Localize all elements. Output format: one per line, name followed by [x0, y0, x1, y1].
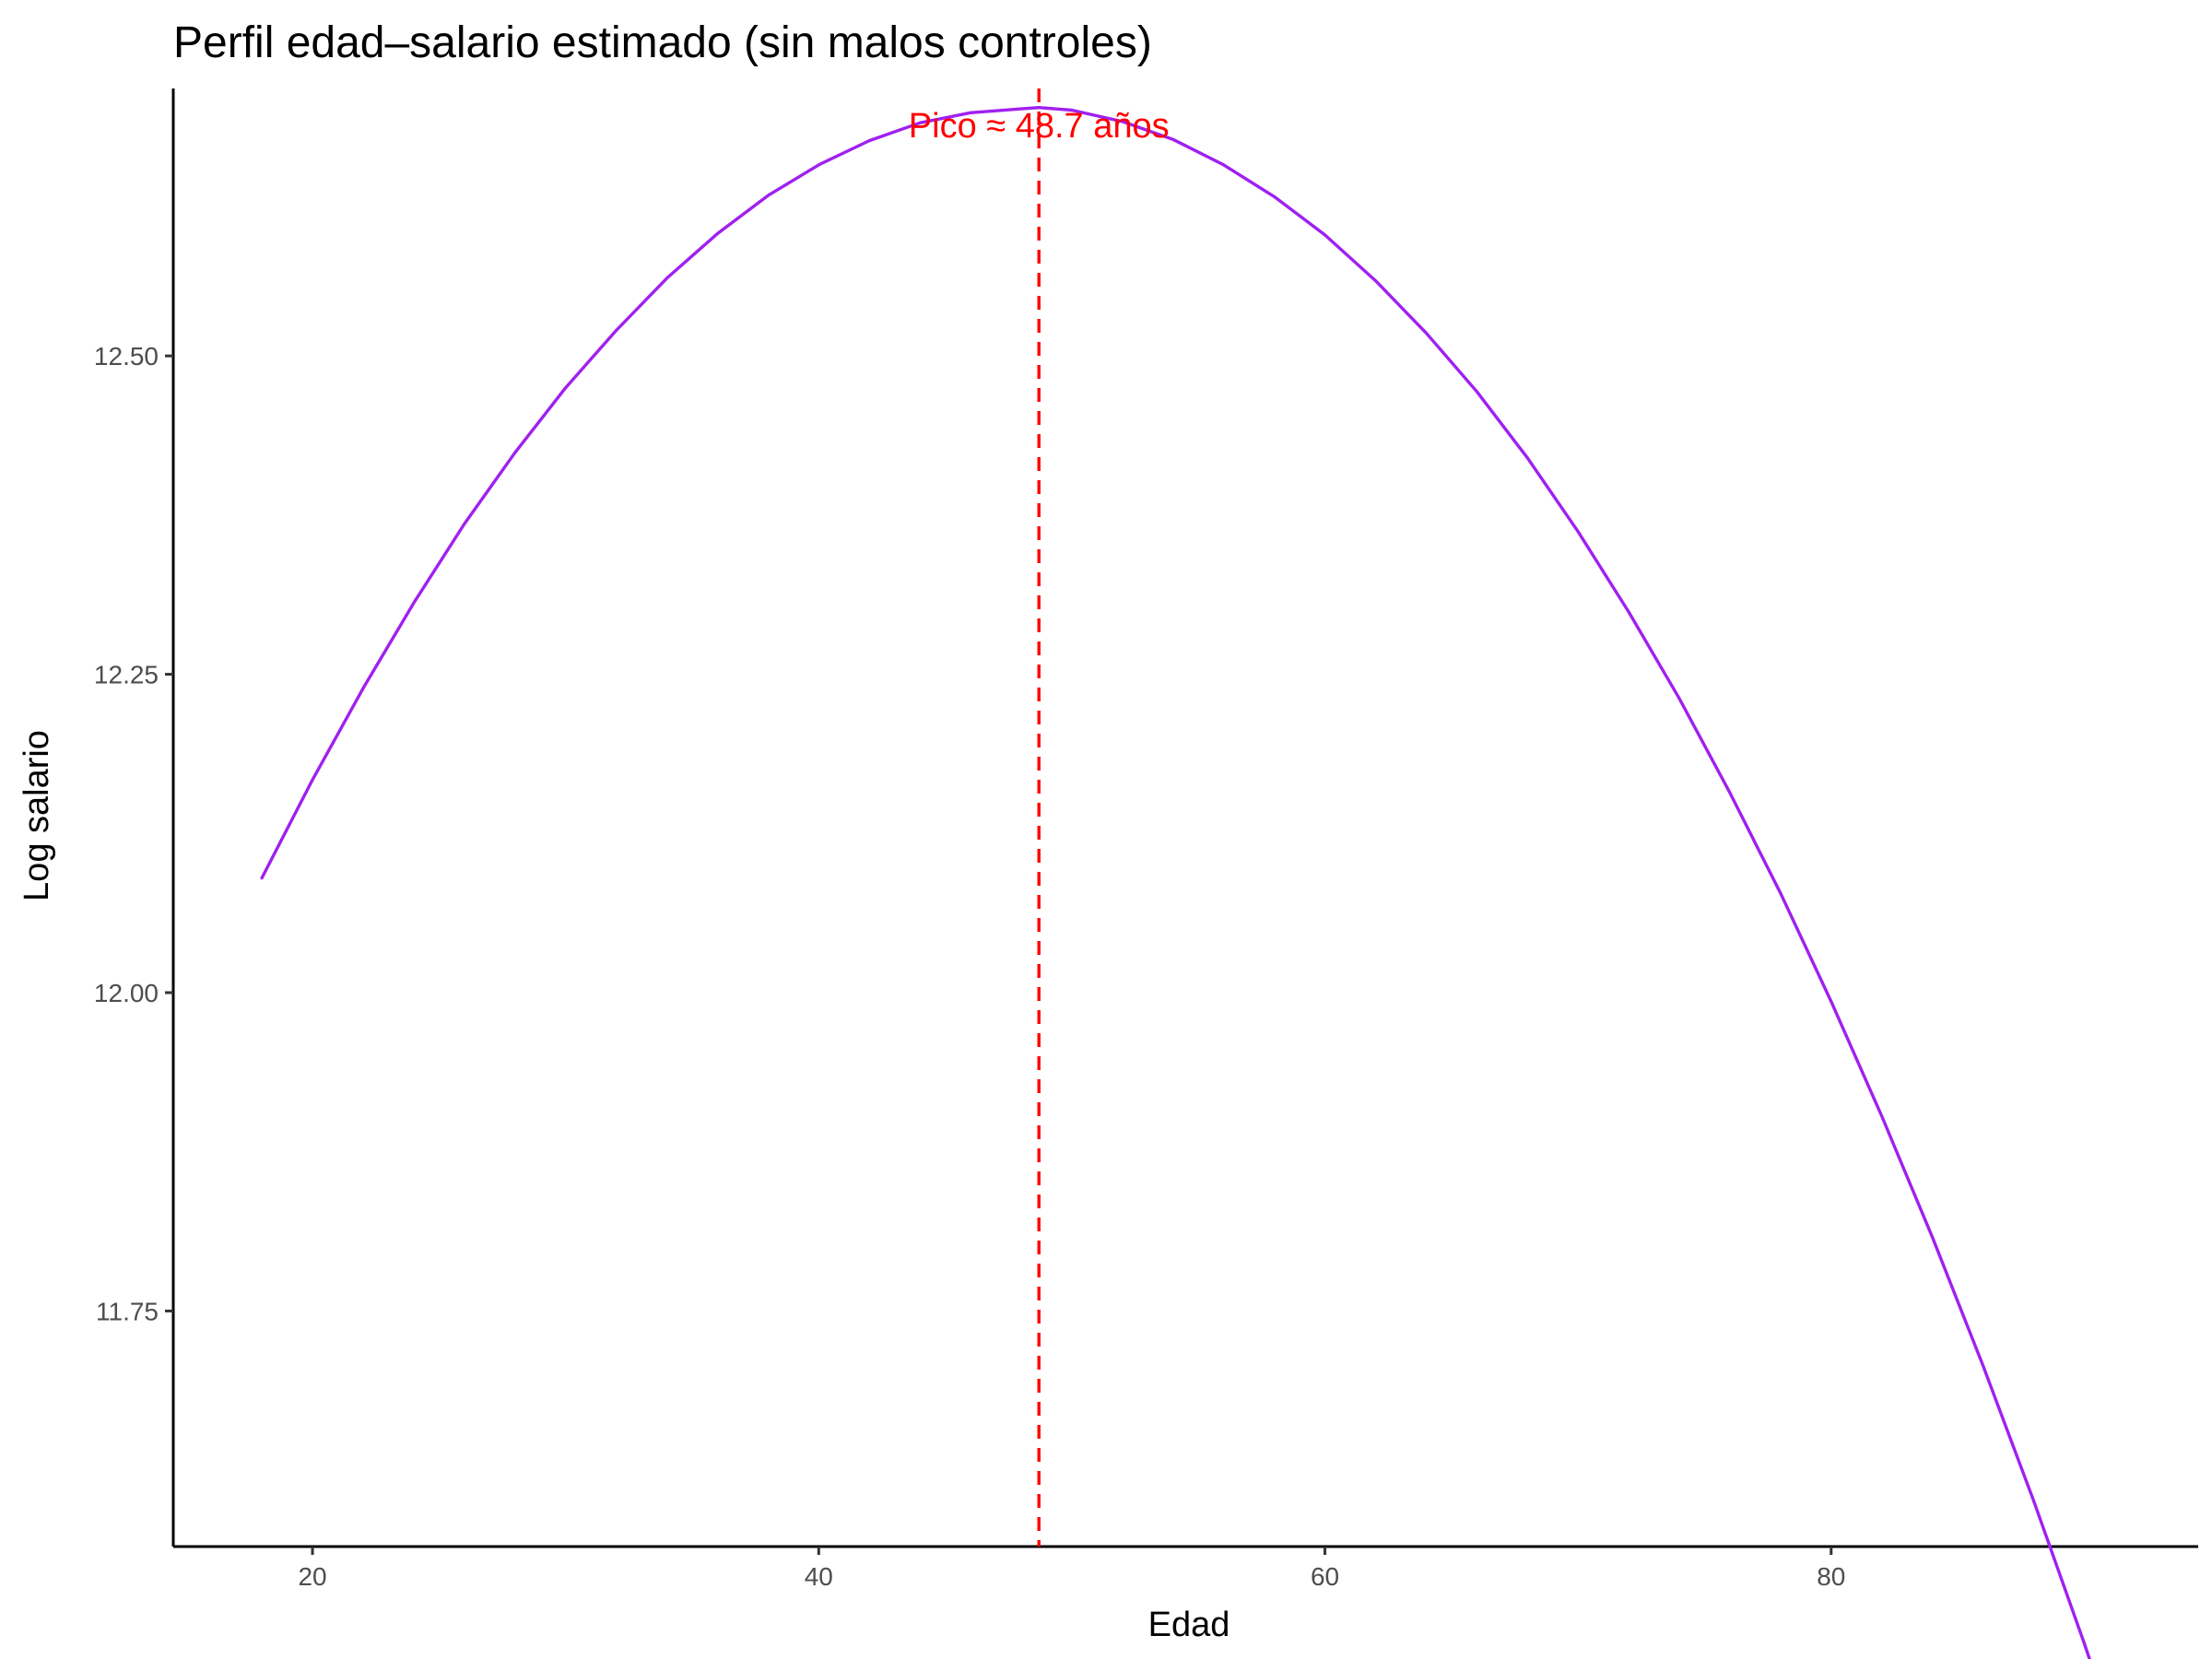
x-tick-label: 80: [1817, 1562, 1845, 1591]
annotation-layer: Pico ≈ 48.7 años: [909, 88, 1170, 1547]
plot-panel: 11.75 12.00 12.25 12.50 20 40 60 80 Pico ≈ 48.…: [94, 88, 2198, 1659]
y-tick-label: 11.75: [96, 1297, 159, 1325]
x-tick-label: 40: [805, 1562, 833, 1591]
y-axis-title: Log salario: [18, 730, 56, 901]
series-layer: [260, 105, 2091, 1659]
peak-annotation-label: Pico ≈ 48.7 años: [909, 107, 1170, 146]
series-line: [260, 105, 2091, 1659]
y-tick-label: 12.25: [94, 661, 159, 689]
x-tick-label: 60: [1311, 1562, 1339, 1591]
x-axis-title: Edad: [1148, 1606, 1230, 1644]
y-axis-ticks: 11.75 12.00 12.25 12.50: [94, 342, 173, 1325]
chart-title: Perfil edad–salario estimado (sin malos …: [173, 18, 1152, 67]
x-axis-ticks: 20 40 60 80: [298, 1547, 1845, 1591]
y-tick-label: 12.50: [94, 342, 159, 371]
y-tick-label: 12.00: [94, 979, 159, 1007]
x-tick-label: 20: [298, 1562, 326, 1591]
